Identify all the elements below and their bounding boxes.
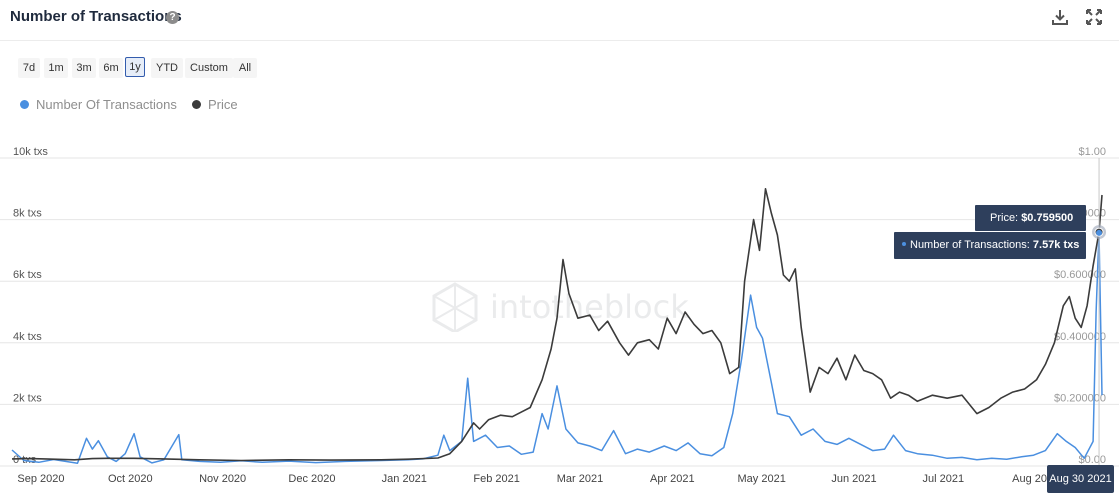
price-line [11, 188, 1103, 462]
x-axis-ticks: Sep 2020 Oct 2020 Nov 2020 Dec 2020 Jan 2021… [17, 473, 1059, 485]
series-lines [11, 188, 1103, 464]
question-circle-icon[interactable]: ? [166, 11, 179, 24]
legend-label-transactions: Number Of Transactions [36, 97, 177, 112]
legend-item-price[interactable]: Price [192, 97, 238, 112]
tooltip-price-value: $0.759500 [1021, 212, 1074, 224]
range-button-1y[interactable]: 1y [125, 57, 145, 77]
range-button-7d[interactable]: 7d [18, 58, 40, 78]
chart-header: Number of Transactions ? [0, 0, 1119, 41]
range-button-custom[interactable]: Custom [185, 58, 233, 78]
range-button-1m[interactable]: 1m [44, 58, 68, 78]
legend-item-transactions[interactable]: Number Of Transactions [20, 97, 177, 112]
x-tick-label: Jan 2021 [382, 473, 427, 485]
x-tick-label: Dec 2020 [288, 473, 335, 485]
y-right-tick-label: $0.200000 [1054, 392, 1106, 404]
tooltip-tx-label: Number of Transactions: [910, 239, 1033, 251]
tooltip-tx-value: 7.57k txs [1032, 239, 1080, 251]
range-button-all[interactable]: All [233, 58, 257, 78]
transactions-line [11, 232, 1103, 464]
tooltip-date-flag: Aug 30 2021 [1047, 465, 1114, 493]
y-right-tick-label: $0.600000 [1054, 269, 1106, 281]
tooltip-price: Price: $0.759500 [975, 205, 1086, 231]
legend-dot-price [192, 100, 201, 109]
legend-label-price: Price [208, 97, 238, 112]
range-button-3m[interactable]: 3m [72, 58, 96, 78]
x-tick-label: Jun 2021 [831, 473, 876, 485]
x-tick-label: Oct 2020 [108, 473, 153, 485]
x-tick-label: Mar 2021 [557, 473, 603, 485]
x-tick-label: Apr 2021 [650, 473, 695, 485]
x-tick-label: Jul 2021 [923, 473, 965, 485]
y-left-tick-label: 8k txs [13, 208, 42, 220]
y-right-tick-label: $1.00 [1078, 146, 1106, 158]
y-right-tick-label: $0.400000 [1054, 331, 1106, 343]
legend-dot-transactions [20, 100, 29, 109]
tooltip-dot-icon [902, 242, 906, 246]
range-button-6m[interactable]: 6m [99, 58, 123, 78]
x-tick-label: Sep 2020 [17, 473, 64, 485]
range-button-ytd[interactable]: YTD [151, 58, 183, 78]
grid-lines [0, 157, 1119, 467]
y-left-tick-label: 6k txs [13, 269, 42, 281]
x-tick-label: May 2021 [738, 473, 786, 485]
chart-title: Number of Transactions [10, 8, 182, 25]
expand-icon[interactable] [1085, 8, 1103, 26]
y-left-tick-label: 10k txs [13, 146, 48, 158]
x-tick-label: Nov 2020 [199, 473, 246, 485]
tooltip-transactions: Number of Transactions: 7.57k txs [894, 232, 1086, 259]
y-left-tick-label: 2k txs [13, 392, 42, 404]
hover-markers [1092, 158, 1107, 466]
tooltip-price-label: Price: [990, 212, 1022, 224]
download-icon[interactable] [1051, 8, 1069, 26]
x-tick-label: Feb 2021 [473, 473, 519, 485]
y-left-tick-label: 4k txs [13, 331, 42, 343]
y-axis-right-ticks: $0.00$0.200000$0.400000$0.600000$0.80000… [1054, 146, 1106, 466]
transactions-hover-point [1096, 229, 1103, 236]
